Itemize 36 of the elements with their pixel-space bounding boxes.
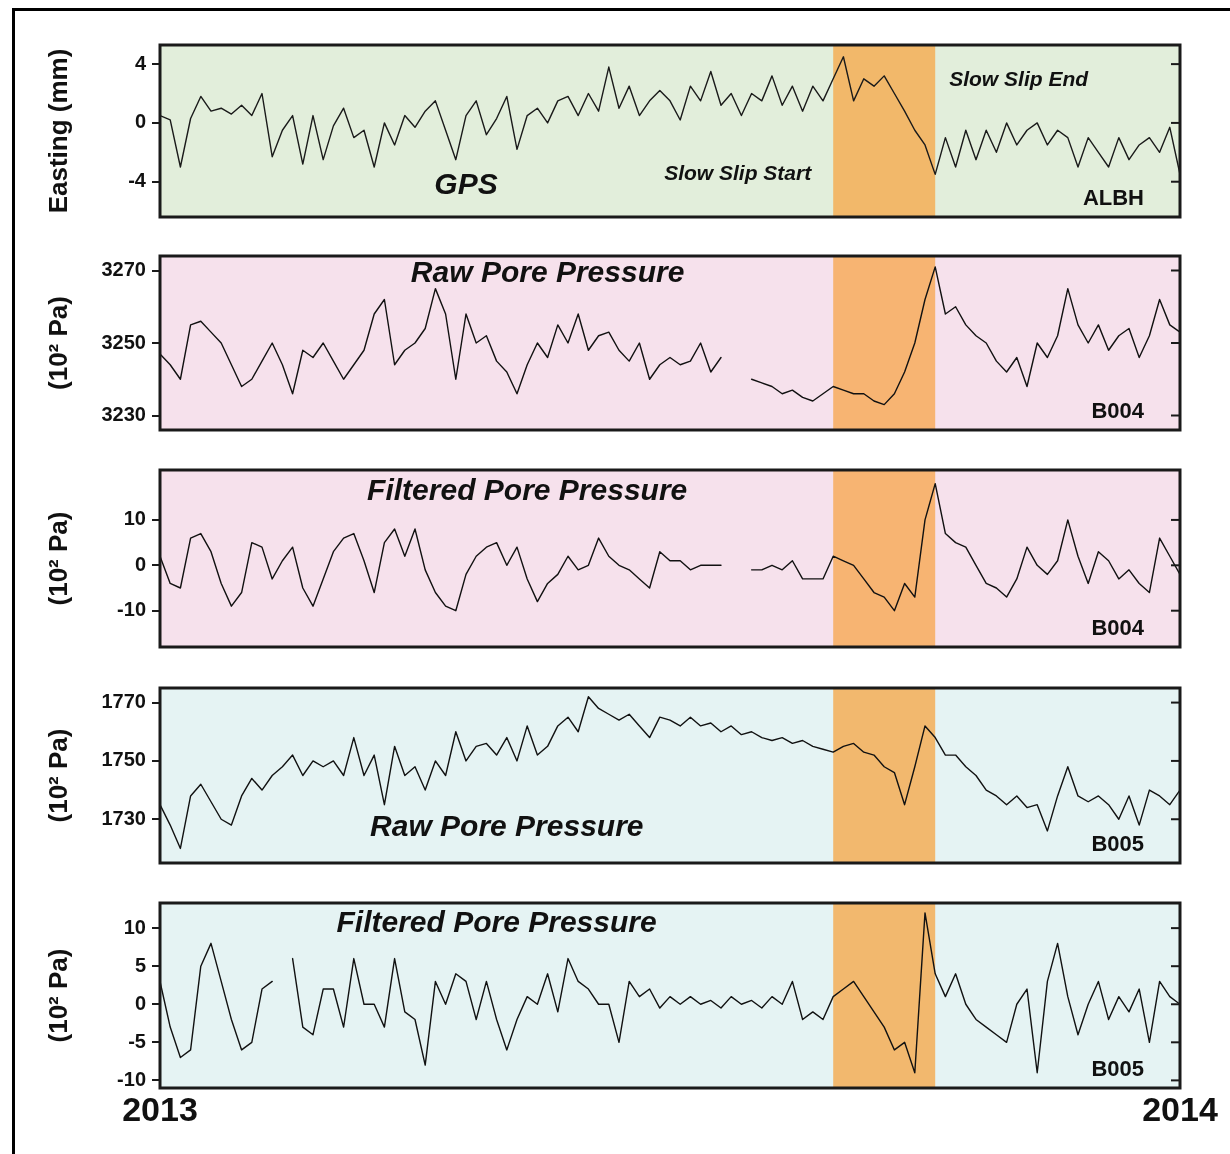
y-tick-label: 0	[134, 110, 146, 133]
x-tick-label: 2013	[122, 1089, 198, 1128]
chart-title: Filtered Pore Pressure	[336, 904, 657, 938]
y-tick-label: 0	[134, 991, 146, 1014]
y-tick-label: 10	[123, 507, 146, 530]
y-axis-title: (10² Pa)	[42, 948, 73, 1043]
y-tick-label: 1770	[101, 690, 146, 713]
chart-title: Filtered Pore Pressure	[367, 472, 688, 506]
y-tick-label: 0	[134, 552, 146, 575]
y-axis-title: (10² Pa)	[42, 511, 73, 606]
annotation: Slow Slip End	[949, 67, 1090, 91]
x-tick-label: 2014	[1142, 1089, 1218, 1128]
y-tick-label: 3270	[101, 258, 146, 281]
y-axis-title: (10² Pa)	[42, 728, 73, 823]
y-axis-title: Easting (mm)	[42, 48, 73, 214]
y-axis-title: (10² Pa)	[42, 296, 73, 390]
y-tick-label: -5	[128, 1029, 146, 1052]
y-tick-label: -4	[128, 169, 147, 192]
annotation: ALBH	[1082, 185, 1144, 210]
text: Raw Pore Pressure	[370, 809, 644, 843]
y-tick-label: -10	[117, 598, 146, 621]
text: GPS	[434, 167, 498, 201]
y-tick-label: 5	[134, 953, 146, 976]
y-tick-label: 3250	[101, 330, 146, 353]
annotation: B004	[1091, 398, 1145, 423]
y-tick-label: 1750	[101, 748, 146, 771]
annotation: B005	[1091, 831, 1144, 856]
y-tick-label: 1730	[101, 806, 146, 829]
y-tick-label: 10	[123, 915, 146, 938]
chart-title: Raw Pore Pressure	[410, 254, 685, 288]
annotation: B004	[1091, 615, 1145, 640]
annotation: B005	[1091, 1056, 1144, 1081]
y-tick-label: -10	[117, 1067, 146, 1090]
y-tick-label: 4	[134, 51, 147, 74]
annotation: Slow Slip Start	[664, 161, 813, 185]
y-tick-label: 3230	[101, 403, 146, 426]
